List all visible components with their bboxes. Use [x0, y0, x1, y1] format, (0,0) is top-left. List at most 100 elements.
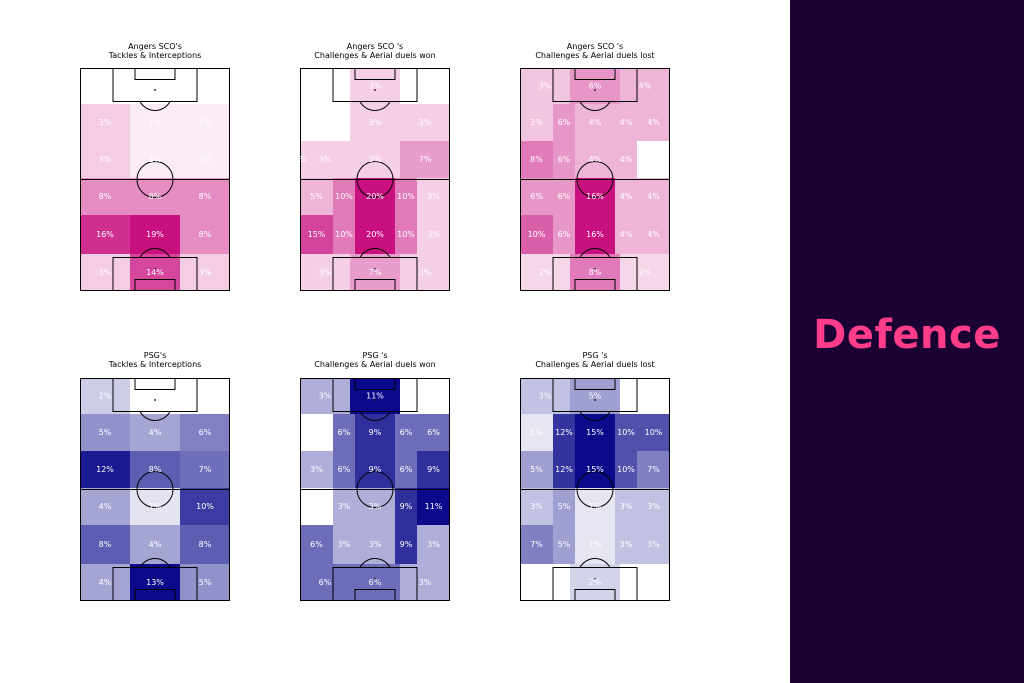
heatmap-angers-duels-lost: 3% 6% 4% 3% 6% 4% 4% 4% 8% 6% 4% 4% 0% 6% 6% 16% 4% 4% 10%… [520, 68, 670, 291]
zone-cell [615, 488, 637, 525]
zone-value-label: 3% [539, 82, 552, 91]
zone-cell [300, 488, 333, 525]
zone-cell [350, 68, 400, 104]
chart-title-3-line2: Challenges & Aerial duels lost [535, 51, 655, 60]
zone-cell [520, 564, 570, 601]
zone-cell [575, 215, 615, 254]
bottom-penalty-spot [374, 268, 376, 270]
zone-value-label: 19% [146, 230, 164, 239]
zone-value-label: 1% [589, 502, 602, 511]
zone-cell [520, 451, 553, 488]
zone-value-label: 3% [419, 118, 432, 127]
zone-value-label: 3% [369, 118, 382, 127]
top-penalty-spot [594, 89, 596, 91]
bottom-penalty-spot [594, 578, 596, 580]
zone-value-label: 3% [427, 540, 440, 549]
top-penalty-arc [579, 411, 611, 421]
zone-value-label: 6% [400, 428, 413, 437]
zone-value-label: 13% [146, 578, 164, 587]
bottom-goal-box [134, 589, 176, 601]
bottom-goal-box [574, 279, 616, 291]
zone-value-label: 1% [199, 118, 212, 127]
zone-value-label: 3% [199, 268, 212, 277]
zone-value-label: 4% [620, 192, 633, 201]
zone-cell [637, 525, 670, 564]
zone-cell [553, 414, 575, 451]
zone-value-label: 3% [419, 268, 432, 277]
zone-value-label: 11% [366, 392, 384, 401]
chart-title-2-line2: Challenges & Aerial duels won [314, 51, 436, 60]
zone-cell [180, 254, 230, 291]
zone-cell [80, 141, 130, 178]
zone-cell [180, 414, 230, 451]
zone-value-label: 3% [539, 392, 552, 401]
zone-value-label: 3% [319, 268, 332, 277]
zone-cell [355, 525, 395, 564]
zone-value-label: 4% [647, 230, 660, 239]
zone-value-label: 0% [419, 392, 432, 401]
zone-value-label: 0% [199, 392, 212, 401]
zone-cell [417, 414, 450, 451]
zone-value-label: 4% [149, 428, 162, 437]
chart-title-3: Angers SCO 's Challenges & Aerial duels … [495, 42, 695, 60]
zone-value-label: 8% [149, 192, 162, 201]
zone-value-label: 4% [589, 118, 602, 127]
top-penalty-spot [374, 399, 376, 401]
zone-cell [520, 378, 570, 414]
chart-title-6-line2: Challenges & Aerial duels lost [535, 360, 655, 369]
zone-cell [553, 178, 575, 215]
zone-cell [333, 215, 355, 254]
zone-value-label: 2% [539, 268, 552, 277]
heatmap-psg-duels-won: 3% 11% 0% 0% 6% 9% 6% 6% 3% 6% 9% 6% 9% 0% 3% 3% 9% 11% 6%… [300, 378, 450, 601]
zone-cell [300, 564, 350, 601]
zone-value-label: 3% [647, 502, 660, 511]
bottom-penalty-spot [154, 268, 156, 270]
zone-value-label: 6% [319, 578, 332, 587]
top-goal-box [134, 68, 176, 80]
zone-value-label: 3% [319, 392, 332, 401]
zone-value-label: 20% [366, 230, 384, 239]
zone-value-label: 8% [530, 155, 543, 164]
zone-value-label: 6% [369, 578, 382, 587]
zone-cell [80, 215, 130, 254]
zone-value-label: 4% [647, 192, 660, 201]
zone-value-label: 6% [558, 118, 571, 127]
zone-value-label: 6% [558, 155, 571, 164]
zone-cell [300, 104, 350, 141]
zone-cell [355, 178, 395, 215]
zone-cell [300, 215, 333, 254]
zone-cell [80, 451, 130, 488]
center-circle [576, 161, 614, 198]
zone-cell [615, 414, 637, 451]
zone-value-label: 9% [427, 465, 440, 474]
zone-cell [570, 564, 620, 601]
zone-cell [575, 488, 615, 525]
zone-value-label: 3% [530, 502, 543, 511]
zone-cell [80, 104, 130, 141]
chart-title-1: Angers SCO's Tackles & Interceptions [55, 42, 255, 60]
top-goal-box [134, 378, 176, 390]
zone-value-label: 7% [369, 268, 382, 277]
zone-cell [400, 564, 450, 601]
top-penalty-spot [154, 89, 156, 91]
zone-cell [520, 254, 570, 291]
center-circle [356, 161, 394, 198]
chart-title-2-line1: Angers SCO 's [346, 42, 404, 51]
zone-cell [333, 178, 355, 215]
zone-value-label: 6% [310, 540, 323, 549]
zone-value-label: 0% [539, 578, 552, 587]
zone-cell [400, 68, 450, 104]
zone-cell [180, 488, 230, 525]
charts-area: Angers SCO's Tackles & Interceptions 0% 0… [55, 42, 695, 601]
zone-cell [80, 378, 130, 414]
zone-value-label: 0% [149, 82, 162, 91]
bottom-goal-box [354, 279, 396, 291]
chart-title-4-line1: PSG's [143, 351, 167, 360]
zone-value-label: 14% [146, 268, 164, 277]
zone-cell [130, 488, 180, 525]
zone-cell [300, 141, 350, 178]
center-circle [356, 471, 394, 508]
zone-value-label: 0% [149, 392, 162, 401]
top-goal-box [574, 68, 616, 80]
zone-value-label: 1% [149, 118, 162, 127]
